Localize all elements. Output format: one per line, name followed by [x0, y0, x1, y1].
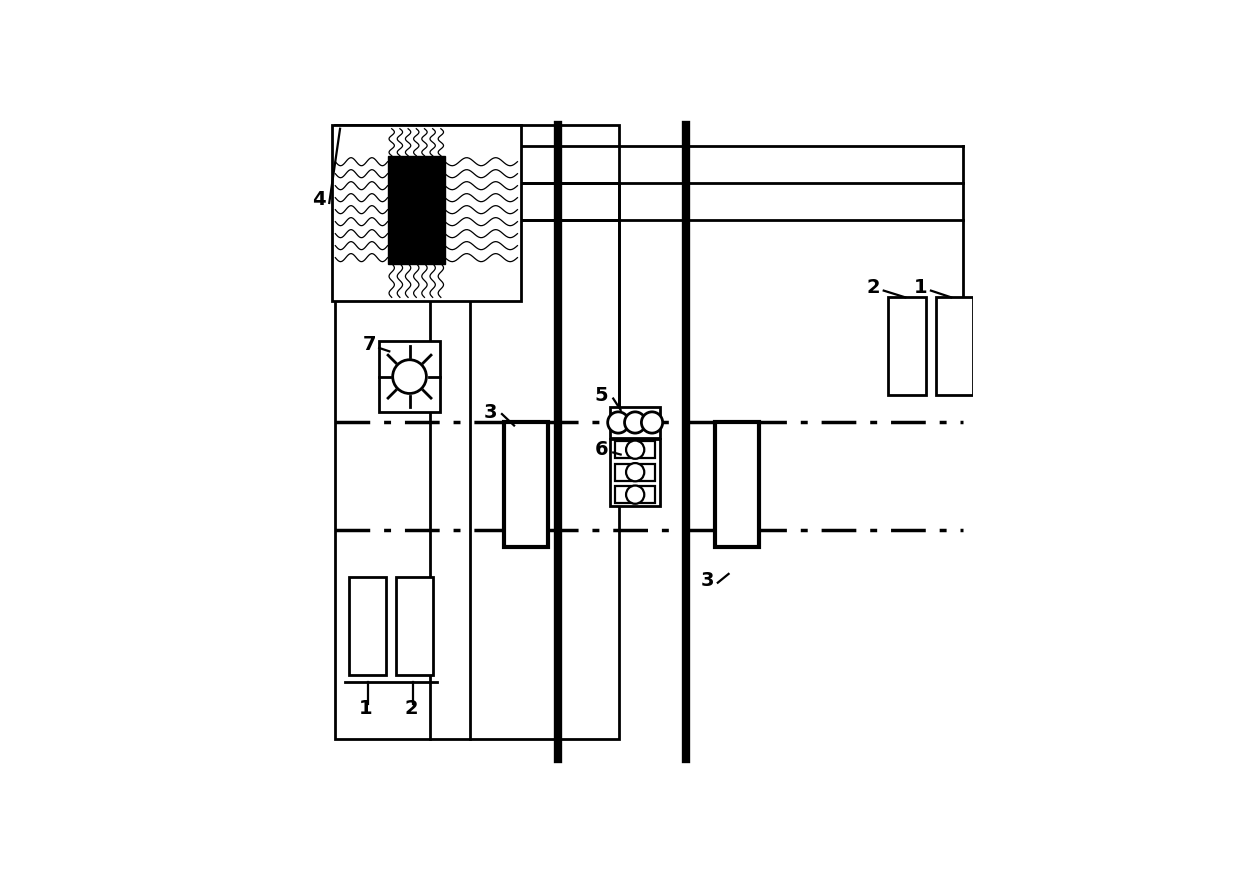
Bar [335, 125, 619, 739]
Circle shape [641, 412, 662, 433]
Text: 3: 3 [484, 403, 497, 421]
Circle shape [626, 485, 645, 504]
Text: 4: 4 [311, 190, 325, 209]
Bar [388, 156, 445, 264]
Bar [610, 407, 661, 438]
Text: 3: 3 [701, 571, 714, 590]
Bar [715, 422, 759, 547]
Bar [503, 422, 548, 547]
Bar [615, 442, 656, 458]
Bar [610, 439, 661, 506]
Text: 2: 2 [867, 278, 880, 297]
Circle shape [626, 463, 645, 481]
Bar [332, 125, 521, 300]
Text: 6: 6 [595, 440, 609, 459]
Text: 1: 1 [358, 699, 372, 718]
Text: 7: 7 [362, 336, 376, 354]
Bar [615, 486, 656, 503]
Text: 1: 1 [914, 278, 928, 297]
Bar [396, 577, 433, 675]
Circle shape [625, 412, 646, 433]
Bar [379, 342, 440, 412]
Text: 5: 5 [595, 385, 609, 405]
Bar [888, 297, 925, 395]
Circle shape [608, 412, 629, 433]
Circle shape [393, 360, 427, 393]
Bar [348, 577, 386, 675]
Bar [936, 297, 972, 395]
Text: 2: 2 [404, 699, 418, 718]
Bar [615, 463, 656, 481]
Circle shape [626, 441, 645, 459]
